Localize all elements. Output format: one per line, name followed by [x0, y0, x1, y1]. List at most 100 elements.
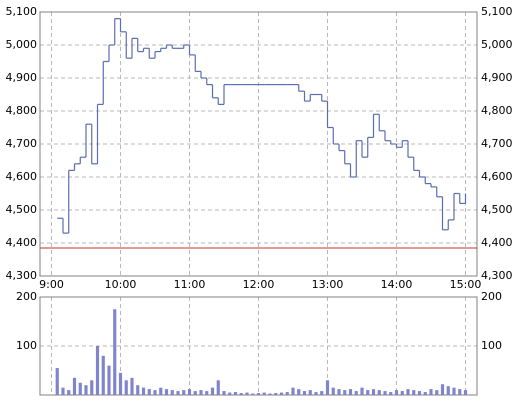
- volume-bar: [84, 385, 88, 395]
- volume-bar: [107, 365, 111, 395]
- x-tick-label: 9:00: [39, 278, 64, 291]
- volume-bar: [130, 377, 134, 395]
- volume-bar: [216, 380, 220, 395]
- volume-bar: [268, 393, 272, 395]
- volume-bar: [383, 391, 387, 395]
- volume-bar: [291, 387, 295, 395]
- volume-bar: [95, 346, 100, 395]
- volume-bar: [435, 390, 439, 395]
- volume-bar: [406, 389, 410, 395]
- x-tick-label: 14:00: [381, 278, 413, 291]
- volume-bar: [377, 390, 381, 395]
- volume-bar: [429, 389, 433, 395]
- volume-bar: [101, 355, 105, 395]
- volume-bar: [222, 391, 226, 395]
- y-tick-label: 5,100: [6, 5, 38, 18]
- volume-bar: [256, 393, 261, 395]
- y-tick-label: 4,300: [6, 269, 38, 282]
- y-tick-label: 4,500: [6, 203, 38, 216]
- y-tick-label-right: 5,000: [481, 38, 513, 51]
- volume-bar: [314, 392, 318, 395]
- y-tick-label: 200: [16, 290, 37, 303]
- volume-bar: [389, 392, 393, 395]
- volume-bar: [274, 393, 278, 395]
- y-tick-label-right: 5,100: [481, 5, 513, 18]
- volume-bar: [78, 382, 82, 395]
- volume-bar: [147, 389, 151, 395]
- y-tick-label: 100: [16, 339, 37, 352]
- volume-bar: [360, 387, 364, 395]
- volume-bar: [412, 390, 416, 395]
- y-tick-label: 4,600: [6, 170, 38, 183]
- volume-bar: [297, 389, 301, 395]
- x-tick-label: 15:00: [450, 278, 482, 291]
- y-tick-label-right: 4,800: [481, 104, 513, 117]
- y-tick-label-right: 4,400: [481, 236, 513, 249]
- y-tick-label-right: 200: [481, 290, 502, 303]
- volume-bar: [90, 380, 94, 395]
- volume-bar: [67, 390, 71, 395]
- volume-bar: [302, 391, 307, 395]
- volume-bar: [159, 387, 163, 395]
- volume-bar: [141, 387, 146, 395]
- x-tick-label: 13:00: [312, 278, 344, 291]
- volume-bar: [176, 391, 180, 395]
- y-tick-label: 4,800: [6, 104, 38, 117]
- volume-bar: [245, 392, 249, 395]
- volume-bar: [164, 389, 169, 395]
- volume-bar: [446, 386, 450, 395]
- volume-bar: [440, 384, 445, 395]
- volume-bar: [423, 392, 427, 395]
- y-tick-label: 5,000: [6, 38, 38, 51]
- y-tick-label-right: 100: [481, 339, 502, 352]
- volume-bar: [463, 390, 468, 395]
- volume-bar: [239, 393, 243, 395]
- volume-bar: [262, 392, 266, 395]
- volume-bar: [279, 392, 284, 395]
- y-tick-label-right: 4,300: [481, 269, 513, 282]
- volume-bar: [325, 380, 330, 395]
- volume-bar: [348, 389, 353, 395]
- volume-bar: [452, 387, 456, 395]
- volume-bar: [193, 391, 197, 395]
- volume-bar: [308, 390, 312, 395]
- volume-bar: [153, 390, 157, 395]
- volume-bar: [187, 389, 192, 395]
- y-tick-label: 4,900: [6, 71, 38, 84]
- volume-bar: [400, 391, 404, 395]
- volume-bar: [210, 387, 215, 395]
- volume-bar: [118, 372, 123, 395]
- y-tick-label-right: 4,600: [481, 170, 513, 183]
- volume-bar: [61, 387, 65, 395]
- volume-bar: [170, 390, 174, 395]
- volume-bar: [331, 387, 335, 395]
- volume-bar: [199, 390, 203, 395]
- volume-bar: [458, 389, 462, 395]
- volume-bar: [233, 392, 238, 395]
- x-tick-label: 10:00: [105, 278, 137, 291]
- volume-bar: [285, 392, 289, 395]
- volume-bar: [136, 385, 140, 395]
- volume-bar: [343, 390, 347, 395]
- volume-bar: [124, 380, 128, 395]
- volume-bar: [72, 377, 77, 395]
- volume-bar: [251, 393, 255, 395]
- volume-bar: [113, 309, 117, 395]
- x-tick-label: 12:00: [243, 278, 275, 291]
- plot-border: [39, 11, 478, 277]
- volume-bar: [366, 390, 370, 395]
- volume-bar: [417, 391, 422, 395]
- volume-bar: [337, 389, 341, 395]
- volume-bar: [320, 391, 324, 395]
- volume-bar: [182, 390, 186, 395]
- y-tick-label-right: 4,500: [481, 203, 513, 216]
- volume-bar: [354, 391, 358, 395]
- x-tick-label: 11:00: [174, 278, 206, 291]
- y-tick-label-right: 4,700: [481, 137, 513, 150]
- y-tick-label-right: 4,900: [481, 71, 513, 84]
- y-tick-label: 4,400: [6, 236, 38, 249]
- volume-bar: [371, 389, 376, 395]
- volume-bar: [228, 392, 232, 395]
- volume-bar: [55, 368, 59, 395]
